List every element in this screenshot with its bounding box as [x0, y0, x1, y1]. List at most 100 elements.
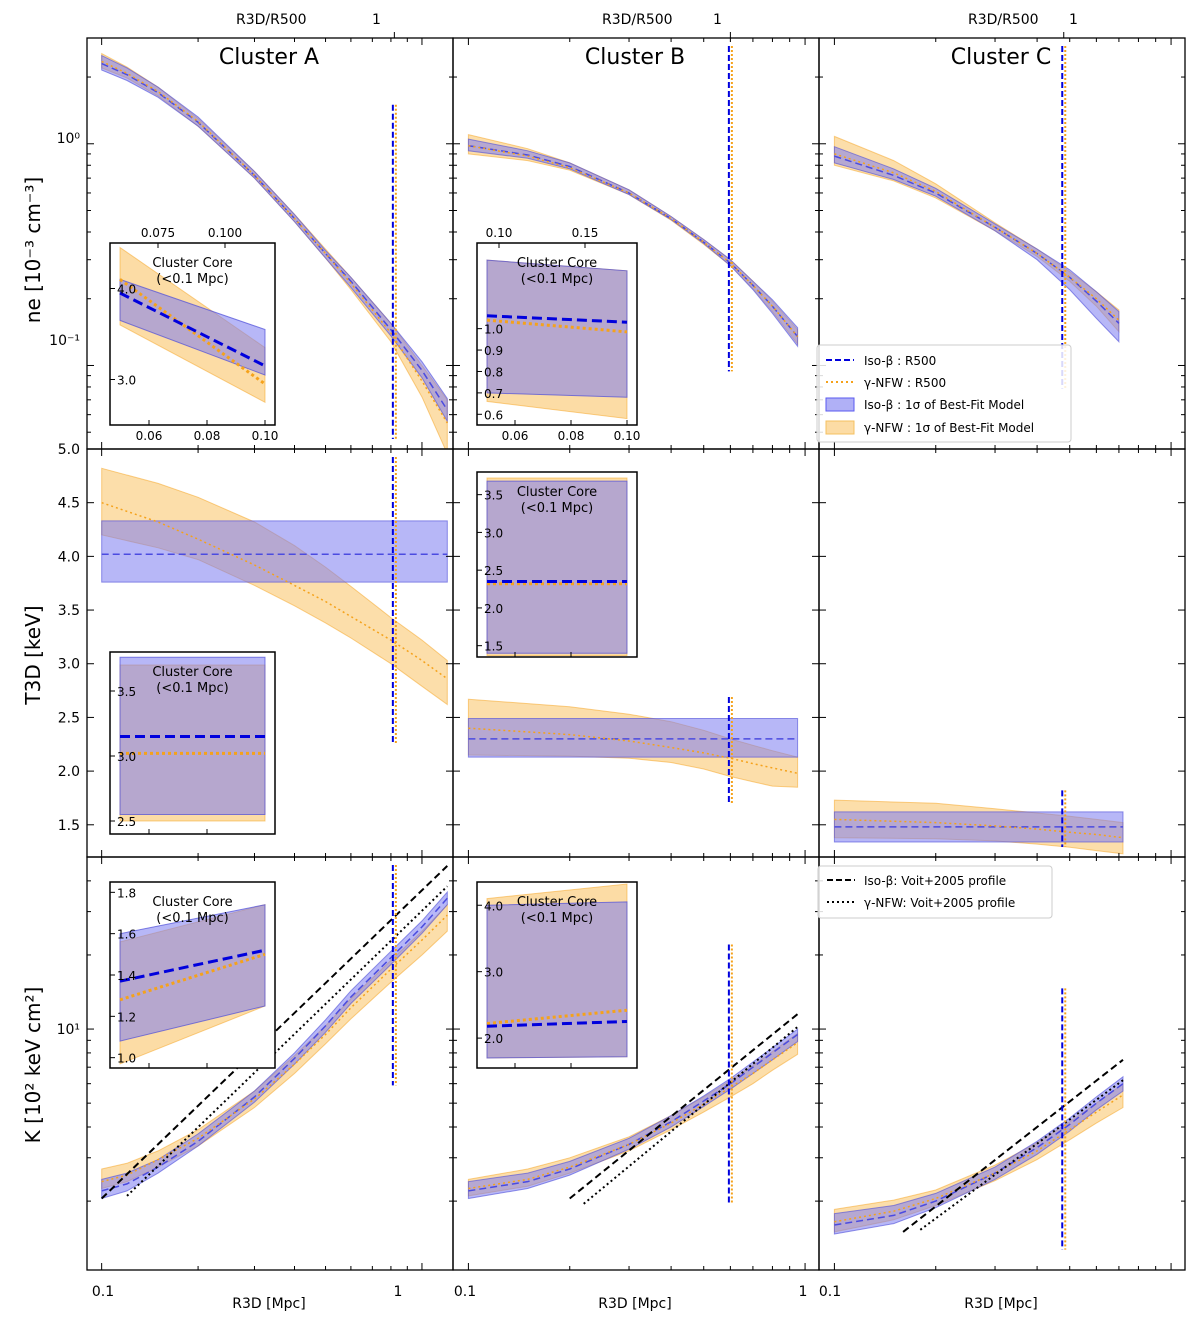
y-tick-label-ne-01: 10⁻¹: [49, 333, 80, 349]
inset-x-tick-label: 0.06: [136, 429, 163, 443]
nfw-best-fit-line: [468, 144, 799, 338]
inset-ne-a: Cluster Core(<0.1 Mpc) 4.0 3.0 0.06 0.08 0.10…: [109, 226, 279, 443]
inset-y-tick-label: 1.0: [117, 1052, 136, 1066]
inset-top-tick-label: 0.15: [572, 226, 599, 240]
panel-ne-b: Cluster Core(<0.1 Mpc) 1.0 0.9 0.8 0.7 0.6 0.0…: [452, 32, 820, 450]
legend-iso-band-label: Iso-β : 1σ of Best-Fit Model: [864, 398, 1024, 412]
legend-nfw-voit-label: γ-NFW: Voit+2005 profile: [864, 896, 1015, 910]
panel-ne-a: Cluster Core(<0.1 Mpc) 4.0 3.0 0.06 0.08 0.10…: [86, 32, 454, 450]
iso-band: [101, 890, 448, 1200]
temperature-tick-labels: 1.5 2.0 2.5 3.0 3.5 4.0 4.5 5.0: [58, 442, 80, 834]
legend-nfw-r500-label: γ-NFW : R500: [864, 376, 946, 390]
iso-band: [467, 1028, 799, 1200]
nfw-best-fit-line: [468, 727, 798, 775]
inset-y-tick-label: 0.7: [484, 387, 503, 401]
legend-iso-voit-label: Iso-β: Voit+2005 profile: [864, 874, 1006, 888]
inset-frame: [476, 242, 638, 426]
inset-subtitle: (<0.1 Mpc): [156, 272, 228, 287]
nfw-voit-line: [919, 1079, 1124, 1231]
panel-title-cluster-c: Cluster C: [951, 45, 1051, 70]
inset-y-tick-label: 3.0: [117, 750, 136, 764]
iso-band: [467, 718, 799, 758]
inset-y-tick-label: 3.0: [484, 526, 503, 540]
iso-best-fit-line: [834, 1083, 1124, 1226]
inset-ne-b: Cluster Core(<0.1 Mpc) 1.0 0.9 0.8 0.7 0.6 0.0…: [476, 226, 640, 443]
inset-content: [486, 477, 628, 656]
inset-iso-line: [486, 314, 628, 324]
iso-voit-line: [569, 1013, 799, 1200]
inset-top-tick-label: 0.075: [141, 226, 175, 240]
panel-title-cluster-a: Cluster A: [219, 45, 319, 70]
panel-content: [467, 697, 799, 804]
x-tick-label-a-01: 0.1: [92, 1284, 114, 1300]
panel-content: [467, 944, 799, 1205]
inset-y-tick-label: 0.8: [484, 365, 503, 379]
iso-band: [833, 145, 1120, 343]
panel-content: [833, 46, 1120, 389]
panel-frame: [818, 448, 1186, 858]
inset-iso-band: [119, 656, 266, 815]
panel-content: [101, 52, 448, 449]
inset-y-tick-label: 0.9: [484, 344, 503, 358]
inset-iso-band: [119, 278, 266, 376]
inset-y-tick-label: 1.8: [117, 886, 136, 900]
y-tick-label-ne-1: 10⁰: [57, 131, 81, 147]
inset-K-b: Cluster Core(<0.1 Mpc) 4.0 3.0 2.0: [476, 881, 638, 1069]
inset-content: [119, 904, 266, 1065]
nfw-best-fit-line: [834, 1094, 1124, 1223]
inset-nfw-line: [119, 952, 266, 1002]
y-tick-label-temperature: 2.5: [58, 710, 80, 726]
x-tick-label-b-01: 0.1: [454, 1284, 476, 1300]
inset-top-tick-label: 0.100: [208, 226, 242, 240]
top-axis-label-a: R3D/R500: [236, 12, 307, 28]
panel-K-b: Cluster Core(<0.1 Mpc) 4.0 3.0 2.0: [452, 856, 820, 1271]
y-tick-label-temperature: 3.0: [58, 657, 80, 673]
inset-x-tick-label: 0.08: [558, 429, 585, 443]
iso-best-fit-line: [834, 155, 1120, 324]
inset-subtitle: (<0.1 Mpc): [156, 681, 228, 696]
inset-title: Cluster Core: [152, 256, 232, 271]
inset-T-a: Cluster Core(<0.1 Mpc) 3.5 3.0 2.5: [109, 651, 276, 835]
iso-best-fit-line: [468, 1033, 799, 1192]
inset-y-tick-label: 2.5: [117, 815, 136, 829]
inset-iso-line: [486, 1020, 628, 1028]
inset-content: [119, 656, 266, 822]
x-label-b: R3D [Mpc]: [598, 1296, 671, 1312]
x-label-c: R3D [Mpc]: [964, 1296, 1037, 1312]
inset-y-tick-label: 2.0: [484, 602, 503, 616]
inset-subtitle: (<0.1 Mpc): [521, 911, 593, 926]
x-tick-label-b-1: 1: [799, 1284, 808, 1300]
inset-y-tick-label: 4.0: [117, 283, 136, 297]
inset-content: [486, 883, 628, 1059]
iso-band: [467, 138, 799, 348]
inset-y-tick-label: 3.5: [117, 685, 136, 699]
inset-y-tick-label: 2.0: [484, 1032, 503, 1046]
legend-bottom: Iso-β: Voit+2005 profile γ-NFW: Voit+200…: [817, 865, 1053, 919]
inset-y-tick-label: 0.6: [484, 408, 503, 422]
inset-content: [486, 259, 628, 420]
inset-frame: [109, 651, 276, 835]
inset-y-tick-label: 1.0: [484, 323, 503, 337]
nfw-best-fit-line: [101, 501, 448, 680]
inset-title: Cluster Core: [517, 256, 597, 271]
iso-band: [101, 54, 448, 424]
y-tick-label-temperature: 1.5: [58, 818, 80, 834]
inset-y-tick-label: 1.2: [117, 1010, 136, 1024]
inset-iso-line: [119, 291, 266, 368]
panel-T-a: Cluster Core(<0.1 Mpc) 3.5 3.0 2.5: [86, 448, 454, 858]
nfw-best-fit-line: [834, 818, 1124, 839]
iso-best-fit-line: [101, 62, 448, 411]
x-label-a: R3D [Mpc]: [232, 1296, 305, 1312]
inset-subtitle: (<0.1 Mpc): [521, 272, 593, 287]
inset-y-tick-label: 3.0: [117, 374, 136, 388]
panel-content: [101, 865, 448, 1200]
iso-band: [833, 1075, 1124, 1235]
panel-T-c: [818, 448, 1186, 858]
legend-nfw-band-label: γ-NFW : 1σ of Best-Fit Model: [864, 421, 1034, 435]
nfw-best-fit-line: [101, 60, 448, 424]
y-tick-label-temperature: 5.0: [58, 442, 80, 458]
inset-T-b: Cluster Core(<0.1 Mpc) 3.5 3.0 2.5 2.0 1.5: [476, 471, 638, 658]
inset-frame: [109, 242, 276, 426]
inset-x-tick-label: 0.10: [252, 429, 279, 443]
